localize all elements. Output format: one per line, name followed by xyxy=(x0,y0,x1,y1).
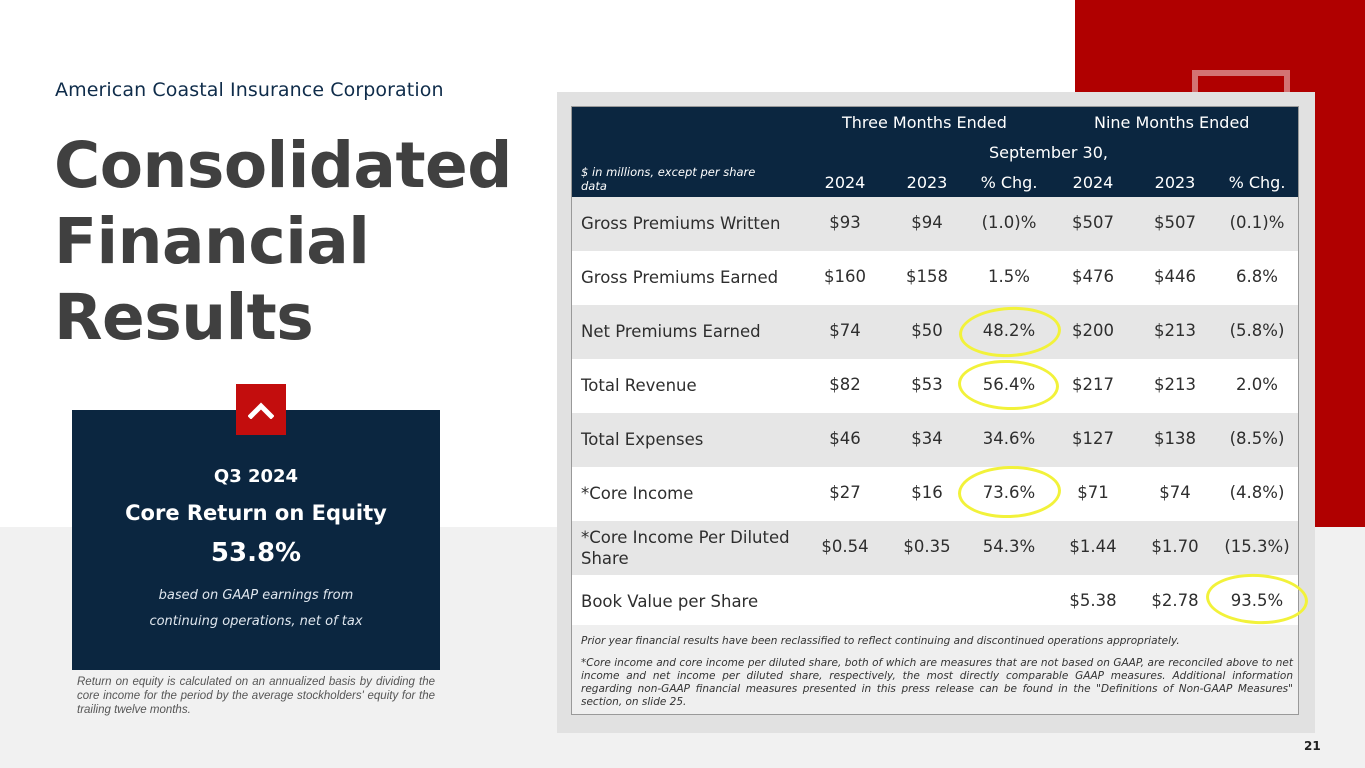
row-label: Gross Premiums Earned xyxy=(581,268,779,287)
chevron-up-icon xyxy=(248,401,274,419)
row-label: Gross Premiums Written xyxy=(581,214,781,233)
cell: $74 xyxy=(1159,483,1191,502)
cell: $446 xyxy=(1154,267,1196,286)
cell: 56.4% xyxy=(982,375,1036,394)
table-row: Total Revenue $82 $53 56.4% $217 $213 2.… xyxy=(572,359,1298,413)
cell: $213 xyxy=(1154,375,1196,394)
cell: $507 xyxy=(1072,213,1114,232)
title-line-2: Financial xyxy=(54,205,370,278)
table-row: *Core Income Per Diluted Share $0.54 $0.… xyxy=(572,521,1298,575)
kpi-card xyxy=(72,410,440,670)
header-nine-months: Nine Months Ended xyxy=(1094,113,1250,132)
row-label: *Core Income Per Diluted Share xyxy=(581,528,790,568)
table-row: Net Premiums Earned $74 $50 48.2% $200 $… xyxy=(572,305,1298,359)
table-header: Three Months Ended Nine Months Ended Sep… xyxy=(572,107,1298,197)
row-label: Book Value per Share xyxy=(581,592,759,611)
page-title: Consolidated Financial Results xyxy=(54,128,512,356)
cell: 34.6% xyxy=(982,429,1036,448)
row-label: Total Revenue xyxy=(581,376,697,395)
header-three-months: Three Months Ended xyxy=(842,113,1007,132)
cell: $476 xyxy=(1072,267,1114,286)
cell: $71 xyxy=(1077,483,1109,502)
page-number: 21 xyxy=(1304,739,1321,753)
cell: $0.54 xyxy=(821,537,869,556)
roe-footnote: Return on equity is calculated on an ann… xyxy=(77,676,435,716)
header-date: September 30, xyxy=(989,143,1108,162)
cell: $53 xyxy=(911,375,943,394)
col-header-3m-2023: 2023 xyxy=(906,173,948,192)
cell: 93.5% xyxy=(1230,591,1284,610)
cell: (15.3%) xyxy=(1224,537,1290,556)
col-header-3m-chg: % Chg. xyxy=(980,173,1038,192)
cell: $50 xyxy=(911,321,943,340)
cell: $2.78 xyxy=(1151,591,1199,610)
cell: $127 xyxy=(1072,429,1114,448)
cell: $1.70 xyxy=(1151,537,1199,556)
title-line-3: Results xyxy=(54,281,314,354)
kpi-note-line-1: based on GAAP earnings from xyxy=(158,588,354,603)
col-header-9m-2023: 2023 xyxy=(1154,173,1196,192)
cell: $46 xyxy=(829,429,861,448)
table-row: Gross Premiums Written $93 $94 (1.0)% $5… xyxy=(572,197,1298,251)
cell: $138 xyxy=(1154,429,1196,448)
col-header-9m-2024: 2024 xyxy=(1072,173,1114,192)
col-header-9m-chg: % Chg. xyxy=(1228,173,1286,192)
row-label: Total Expenses xyxy=(581,430,704,449)
cell: $74 xyxy=(829,321,861,340)
cell: $16 xyxy=(911,483,943,502)
cell: 73.6% xyxy=(982,483,1036,502)
footnote-non-gaap: *Core income and core income per diluted… xyxy=(581,657,1293,708)
cell: (1.0)% xyxy=(981,213,1037,232)
cell: $27 xyxy=(829,483,861,502)
cell: $1.44 xyxy=(1069,537,1117,556)
cell: 2.0% xyxy=(1236,375,1278,394)
cell: (8.5%) xyxy=(1229,429,1285,448)
table-row: *Core Income $27 $16 73.6% $71 $74 (4.8%… xyxy=(572,467,1298,521)
cell: 6.8% xyxy=(1236,267,1278,286)
cell: $507 xyxy=(1154,213,1196,232)
cell: $93 xyxy=(829,213,861,232)
cell: 48.2% xyxy=(982,321,1036,340)
cell: (5.8%) xyxy=(1229,321,1285,340)
cell: $158 xyxy=(906,267,948,286)
table-row: Book Value per Share $5.38 $2.78 93.5% xyxy=(572,575,1298,625)
cell: $200 xyxy=(1072,321,1114,340)
cell: $82 xyxy=(829,375,861,394)
kpi-value: 53.8% xyxy=(210,538,302,568)
cell: $34 xyxy=(911,429,943,448)
cell: (0.1)% xyxy=(1229,213,1285,232)
cell: (4.8%) xyxy=(1229,483,1285,502)
table-row: Gross Premiums Earned $160 $158 1.5% $47… xyxy=(572,251,1298,305)
cell: $0.35 xyxy=(903,537,951,556)
unit-note: $ in millions, except per share data xyxy=(581,165,756,193)
row-label: Net Premiums Earned xyxy=(581,322,761,341)
cell: 54.3% xyxy=(982,537,1036,556)
kpi-label: Core Return on Equity xyxy=(125,501,387,525)
row-label: *Core Income xyxy=(581,484,694,503)
cell: $160 xyxy=(824,267,866,286)
table-row: Total Expenses $46 $34 34.6% $127 $138 (… xyxy=(572,413,1298,467)
cell: $217 xyxy=(1072,375,1114,394)
title-line-1: Consolidated xyxy=(54,129,512,202)
cell: $213 xyxy=(1154,321,1196,340)
cell: $5.38 xyxy=(1069,591,1117,610)
kpi-badge xyxy=(236,384,286,435)
cell: $94 xyxy=(911,213,943,232)
footnote-reclassified: Prior year financial results have been r… xyxy=(581,635,1180,647)
cell: 1.5% xyxy=(988,267,1030,286)
kpi-note-line-2: continuing operations, net of tax xyxy=(149,614,363,629)
financial-table: Three Months Ended Nine Months Ended Sep… xyxy=(571,106,1310,715)
table-footnotes: Prior year financial results have been r… xyxy=(572,625,1298,714)
company-name: American Coastal Insurance Corporation xyxy=(55,79,444,101)
kpi-period: Q3 2024 xyxy=(213,466,299,487)
col-header-3m-2024: 2024 xyxy=(824,173,866,192)
